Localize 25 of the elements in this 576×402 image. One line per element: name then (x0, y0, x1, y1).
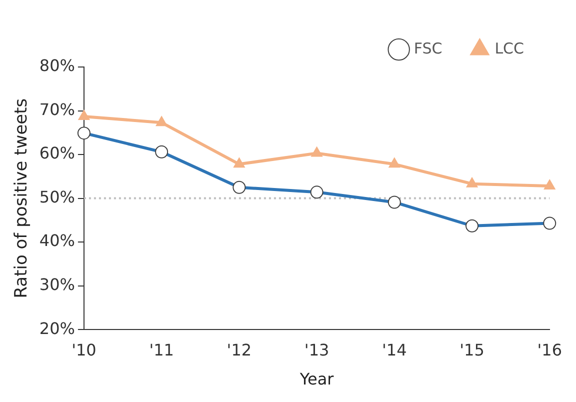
x-tick-label: '14 (382, 340, 407, 360)
x-tick-label: '10 (72, 340, 96, 360)
x-tick-label: '12 (226, 340, 252, 360)
point (78, 110, 90, 120)
y-tick-label: 40% (39, 231, 75, 250)
point (311, 146, 322, 157)
x-tick-label: '13 (304, 340, 330, 360)
y-tick-label: 60% (39, 144, 75, 163)
y-tick-label: 80% (39, 56, 75, 76)
y-tick-label: 30% (39, 274, 75, 294)
x-tick-label: '11 (149, 340, 174, 360)
point (233, 158, 245, 168)
y-tick-label: 20% (39, 318, 75, 338)
legend-label: FSC (414, 39, 442, 58)
y-axis-title: Ratio of positive tweets (12, 98, 32, 298)
x-tick-label: '16 (537, 340, 562, 360)
point (466, 177, 478, 188)
x-tick-label: '15 (460, 340, 484, 360)
y-tick-label: 70% (39, 100, 75, 119)
point (388, 158, 400, 168)
point (544, 180, 556, 190)
y-tick-label: 50% (39, 187, 75, 206)
legend-label: LCC (494, 39, 524, 58)
x-axis-title: Year (298, 370, 334, 389)
point (156, 116, 168, 126)
